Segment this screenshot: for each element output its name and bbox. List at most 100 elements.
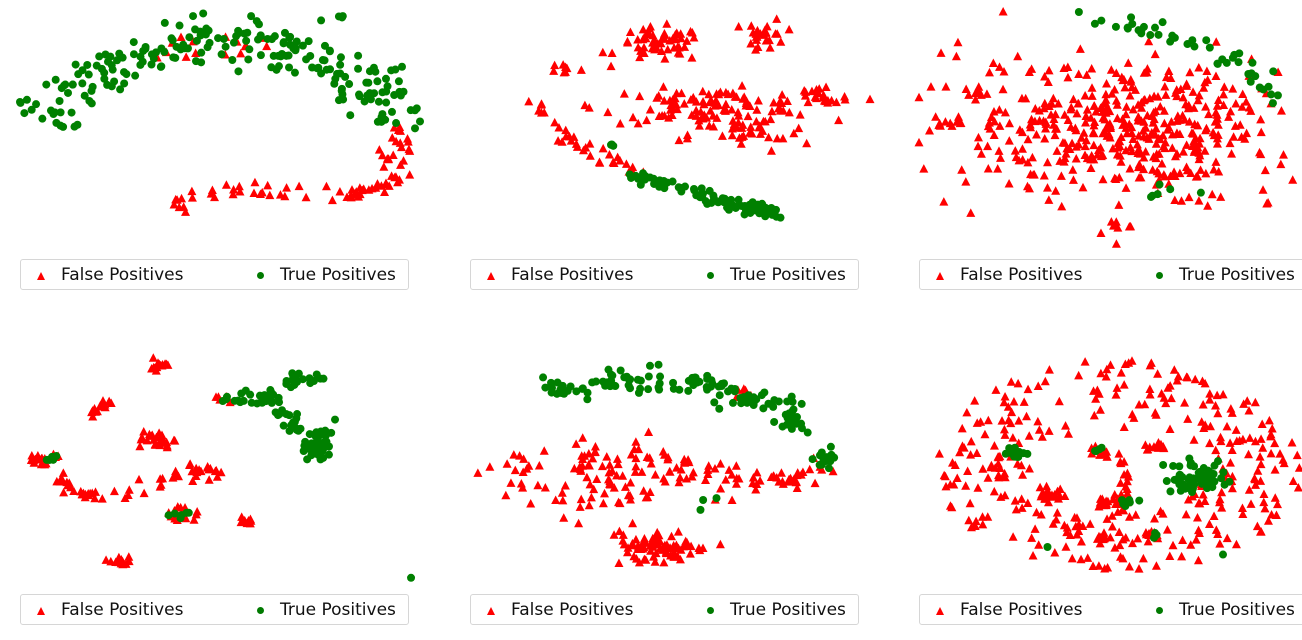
false-positive-point [983,142,992,151]
false-positive-point [1120,380,1129,389]
false-positive-point [1194,556,1203,565]
true-positive-point [716,391,724,399]
true-positive-point [395,77,403,85]
false-positive-point [1226,404,1235,413]
circle-marker-icon [1156,272,1163,279]
true-positive-point [56,97,64,105]
true-positive-point [341,73,349,81]
false-positive-point [1151,50,1160,59]
legend-item-true-positives: True Positives [1150,265,1295,285]
false-positive-point [1275,449,1284,458]
legend-item-true-positives: True Positives [251,265,396,285]
false-positive-point [1113,114,1122,123]
false-positive-point [778,134,787,143]
false-positive-point [1011,146,1020,155]
false-positive-point [974,133,983,141]
false-positive-point [322,182,331,191]
true-positive-point [1014,453,1022,461]
false-positive-point [149,353,158,362]
true-positive-point [73,121,81,129]
legend-label-true: True Positives [730,600,846,620]
true-positive-point [64,89,72,97]
triangle-marker-icon [936,272,944,280]
true-positive-point [345,80,353,88]
false-positive-point [1259,490,1268,499]
false-positive-point [1007,377,1016,386]
false-positive-point [1183,414,1192,423]
true-positive-point [322,428,330,436]
true-positive-point [256,392,264,400]
false-positive-point [961,481,970,490]
false-positive-point [811,479,820,488]
false-positive-point [1043,183,1052,192]
false-positive-point [1165,551,1174,560]
false-positive-point [1193,513,1202,522]
circle-marker-icon [257,607,264,614]
scatter-svg [10,340,430,590]
false-positive-point [734,22,743,31]
false-positive-point [642,116,651,125]
true-positive-point [1151,24,1159,32]
true-positive-point [770,418,778,426]
false-positive-point [577,495,586,504]
false-positive-point [1028,153,1037,162]
true-positive-point [161,19,169,27]
legend-item-true-positives: True Positives [701,265,846,285]
false-positive-point [1081,91,1090,100]
legend-label-true: True Positives [280,600,396,620]
true-positive-point [42,81,50,89]
true-positive-point [1186,477,1194,485]
false-positive-point [747,21,756,30]
false-positive-point [1011,496,1020,505]
true-positive-point [764,400,772,408]
true-positive-point [678,184,686,192]
false-positive-point [1018,144,1027,153]
true-positive-point [1225,478,1233,486]
scatter-plot [460,340,880,590]
true-positive-point [313,370,321,378]
false-positive-point [1112,239,1121,248]
false-positive-point [639,486,648,495]
true-positive-point [354,52,362,60]
true-positive-point [384,82,392,90]
false-positive-point [1045,426,1054,435]
true-positive-point [608,141,616,149]
false-positive-point [578,433,587,442]
true-positive-point [1267,90,1275,98]
false-positive-point [1135,564,1144,573]
true-positive-point [1124,24,1132,32]
false-positive-point [659,82,668,91]
false-positive-point [1231,99,1240,108]
true-positive-point [197,49,205,57]
true-positive-point [255,20,263,28]
false-positive-point [1032,130,1041,139]
false-positive-point [1202,66,1211,75]
false-positive-point [605,460,614,469]
true-positive-point [762,208,770,216]
false-positive-point [1133,534,1142,543]
false-positive-point [1150,514,1159,523]
true-positive-point [572,387,580,395]
false-positive-point [1139,554,1148,563]
false-positive-point [628,519,637,528]
false-positive-point [1213,409,1222,418]
false-positive-point [1168,143,1177,152]
false-positive-point [1057,171,1066,180]
false-positive-point [716,459,725,468]
false-positive-point [1166,425,1175,434]
true-positive-point [160,48,168,56]
true-positive-point [1176,471,1184,479]
false-positive-point [1049,94,1058,103]
true-positive-point [235,29,243,37]
false-positive-point [744,112,753,121]
false-positive-point [651,470,660,479]
true-positive-point [245,45,253,53]
legend-item-true-positives: True Positives [701,600,846,620]
false-positive-point [1063,73,1072,82]
false-positive-point [1141,440,1150,449]
true-positive-point [1156,181,1164,189]
true-positive-point [1188,36,1196,44]
true-positive-point [222,43,230,51]
